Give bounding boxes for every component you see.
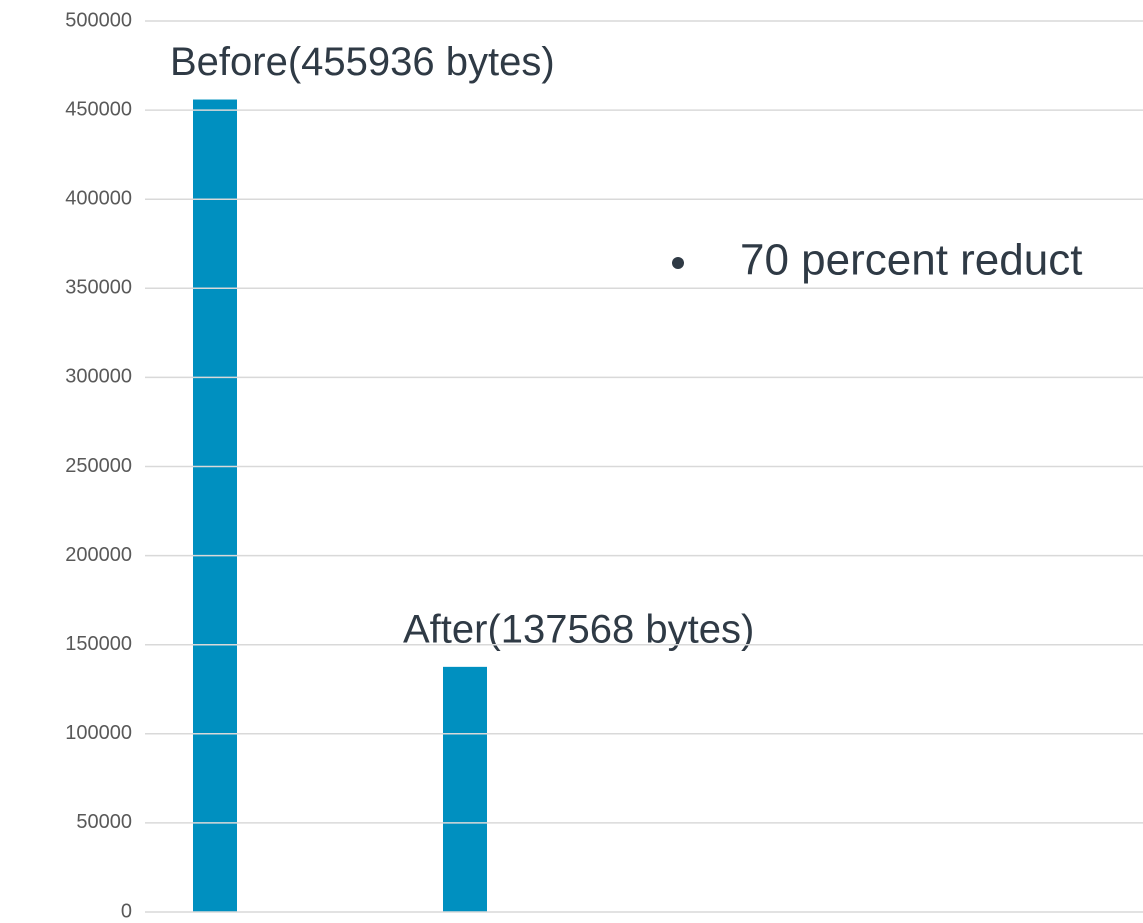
y-tick-label: 150000 [65, 633, 132, 655]
y-tick-label: 200000 [65, 544, 132, 566]
y-tick-label: 300000 [65, 366, 132, 388]
value-label: Before(455936 bytes) [170, 40, 555, 84]
y-tick-label: 450000 [65, 98, 132, 120]
y-tick-label: 500000 [65, 9, 132, 31]
annotation: 70 percent reduct [740, 236, 1082, 285]
bullet [672, 257, 684, 269]
bar [443, 666, 487, 912]
bar [193, 99, 237, 913]
y-tick-label: 250000 [65, 455, 132, 477]
y-tick-label: 0 [121, 900, 132, 922]
y-tick-label: 50000 [76, 811, 132, 833]
y-tick-label: 400000 [65, 187, 132, 209]
y-tick-label: 350000 [65, 277, 132, 299]
y-tick-label: 100000 [65, 722, 132, 744]
